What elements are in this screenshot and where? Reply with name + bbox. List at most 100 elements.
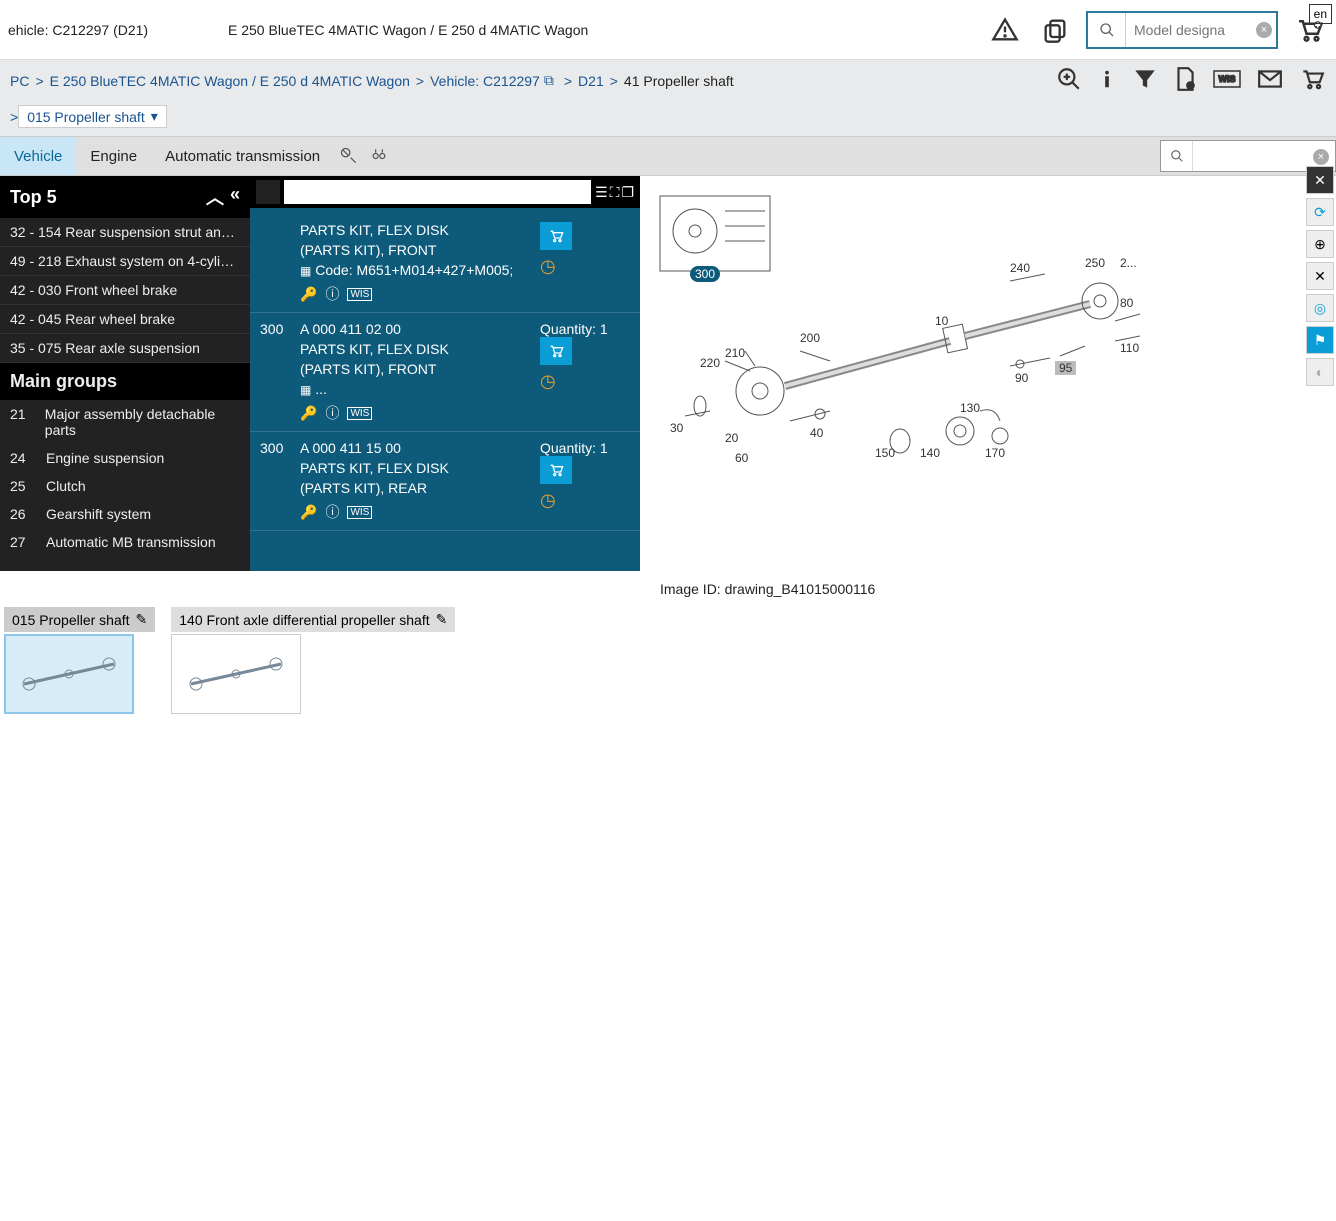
zoom-in-icon[interactable] xyxy=(1056,66,1082,95)
diagram-view[interactable]: 300 240 250 2... 80 110 10 200 210 220 95 90 130 30 20… xyxy=(640,176,1336,571)
diagram-callout[interactable]: 40 xyxy=(810,426,823,440)
top5-item[interactable]: 35 - 075 Rear axle suspension xyxy=(0,334,250,363)
bc-pc[interactable]: PC xyxy=(10,73,29,89)
x-icon[interactable]: ✕ xyxy=(1306,262,1334,290)
bc-group[interactable]: 41 Propeller shaft xyxy=(624,73,734,89)
refresh-icon[interactable]: ⟳ xyxy=(1306,198,1334,226)
target-icon[interactable]: ⊕ xyxy=(1306,230,1334,258)
diagram-callout[interactable]: 95 xyxy=(1055,361,1076,375)
part-row[interactable]: 300A 000 411 02 00PARTS KIT, FLEX DISK(P… xyxy=(250,313,640,432)
diagram-callout[interactable]: 130 xyxy=(960,401,980,415)
info-small-icon[interactable]: ⓘ xyxy=(325,403,339,423)
diagram-callout[interactable]: 2... xyxy=(1120,256,1137,270)
diagram-callout[interactable]: 170 xyxy=(985,446,1005,460)
cart-icon[interactable] xyxy=(1298,66,1326,95)
top5-item[interactable]: 42 - 030 Front wheel brake xyxy=(0,276,250,305)
list-view-icon[interactable]: ☰ xyxy=(595,184,608,201)
add-to-cart-button[interactable] xyxy=(540,222,572,250)
diagram-callout[interactable]: 90 xyxy=(1015,371,1028,385)
info-small-icon[interactable]: ⓘ xyxy=(325,502,339,522)
search-icon[interactable] xyxy=(1088,13,1126,47)
part-row[interactable]: 300A 000 411 15 00PARTS KIT, FLEX DISK(P… xyxy=(250,432,640,531)
main-group-item[interactable]: 27Automatic MB transmission xyxy=(0,528,250,556)
diagram-callout[interactable]: 110 xyxy=(1120,341,1139,355)
collapse-icon[interactable]: « xyxy=(230,184,240,210)
tab-automatic-transmission[interactable]: Automatic transmission xyxy=(151,137,334,175)
tool-icon-1[interactable] xyxy=(334,146,364,166)
chevron-up-icon[interactable]: ︿ xyxy=(206,184,224,210)
parts-panel: ☰ ⛶ ❐ PARTS KIT, FLEX DISK(PARTS KIT), F… xyxy=(250,176,640,571)
tool-icon-2[interactable] xyxy=(364,146,394,166)
info-small-icon[interactable]: ⓘ xyxy=(325,284,339,304)
top5-item[interactable]: 32 - 154 Rear suspension strut and su... xyxy=(0,218,250,247)
mail-icon[interactable] xyxy=(1256,66,1284,95)
grey-tool-icon[interactable]: ◐ xyxy=(1306,358,1334,386)
edit-icon[interactable]: ✎ xyxy=(136,611,148,628)
diagram-callout[interactable]: 140 xyxy=(920,446,940,460)
wis-icon[interactable]: WIS xyxy=(1212,66,1242,95)
diagram-callout[interactable]: 20 xyxy=(725,431,738,445)
tab-engine[interactable]: Engine xyxy=(76,137,151,175)
top5-item[interactable]: 49 - 218 Exhaust system on 4-cylinder ..… xyxy=(0,247,250,276)
thumbnail-group[interactable]: 015 Propeller shaft ✎ xyxy=(4,607,155,714)
diagram-callout[interactable]: 240 xyxy=(1010,261,1030,275)
diagram-callout[interactable]: 150 xyxy=(875,446,895,460)
copy-icon[interactable] xyxy=(1036,11,1074,49)
add-to-cart-button[interactable] xyxy=(540,456,572,484)
sidebar: Top 5 ︿« 32 - 154 Rear suspension strut … xyxy=(0,176,250,571)
diagram-callout[interactable]: 250 xyxy=(1085,256,1105,270)
main-group-item[interactable]: 25Clutch xyxy=(0,472,250,500)
document-alert-icon[interactable]: ! xyxy=(1172,66,1198,95)
diagram-callout[interactable]: 30 xyxy=(670,421,683,435)
bc-vehicle[interactable]: Vehicle: C212297 xyxy=(430,73,540,89)
main-group-item[interactable]: 21Major assembly detachable parts xyxy=(0,400,250,444)
clock-icon[interactable]: ◷ xyxy=(540,256,630,277)
add-to-cart-button[interactable] xyxy=(540,337,572,365)
clock-icon[interactable]: ◷ xyxy=(540,371,630,392)
clear-search-icon[interactable]: × xyxy=(1256,22,1272,38)
crosshair-icon[interactable]: ◎ xyxy=(1306,294,1334,322)
warning-icon[interactable] xyxy=(986,11,1024,49)
main-group-item[interactable]: 24Engine suspension xyxy=(0,444,250,472)
main-group-item[interactable]: 26Gearshift system xyxy=(0,500,250,528)
edit-icon[interactable]: ✎ xyxy=(436,611,448,628)
bc-model[interactable]: E 250 BlueTEC 4MATIC Wagon / E 250 d 4MA… xyxy=(50,73,410,89)
diagram-callout[interactable]: 10 xyxy=(935,314,948,328)
info-icon[interactable] xyxy=(1096,66,1118,95)
clock-icon[interactable]: ◷ xyxy=(540,490,630,511)
breadcrumb: PC> E 250 BlueTEC 4MATIC Wagon / E 250 d… xyxy=(0,60,1336,101)
svg-text:WIS: WIS xyxy=(1219,74,1236,84)
filter-icon[interactable] xyxy=(1132,66,1158,95)
model-search-input[interactable] xyxy=(1126,13,1256,47)
diagram-callout[interactable]: 60 xyxy=(735,451,748,465)
key-icon[interactable]: 🔑 xyxy=(300,504,317,521)
diagram-callout[interactable]: 80 xyxy=(1120,296,1133,310)
bc-d21[interactable]: D21 xyxy=(578,73,604,89)
model-search[interactable]: × xyxy=(1086,11,1278,49)
wis-small-icon[interactable]: WIS xyxy=(347,288,372,301)
clear-icon[interactable]: × xyxy=(1313,149,1329,165)
close-panel-icon[interactable]: ✕ xyxy=(1306,166,1334,194)
top5-item[interactable]: 42 - 045 Rear wheel brake xyxy=(0,305,250,334)
parts-filter-input[interactable] xyxy=(284,180,591,204)
key-icon[interactable]: 🔑 xyxy=(300,405,317,422)
wis-small-icon[interactable]: WIS xyxy=(347,407,372,420)
language-selector[interactable]: en xyxy=(1309,4,1332,24)
parts-filter-btn[interactable] xyxy=(256,180,280,204)
popout-icon[interactable]: ❐ xyxy=(621,184,634,201)
expand-icon[interactable]: ⛶ xyxy=(610,184,620,201)
bc-external-icon[interactable]: ⧉ xyxy=(544,72,554,89)
bc-subgroup-dropdown[interactable]: 015 Propeller shaft ▾ xyxy=(18,105,167,128)
diagram-callout[interactable]: 300 xyxy=(690,266,720,282)
diagram-tools: ✕ ⟳ ⊕ ✕ ◎ ⚑ ◐ xyxy=(1306,166,1336,386)
key-icon[interactable]: 🔑 xyxy=(300,286,317,303)
tab-vehicle[interactable]: Vehicle xyxy=(0,137,76,175)
thumbnail-group[interactable]: 140 Front axle differential propeller sh… xyxy=(171,607,455,714)
flag-icon[interactable]: ⚑ xyxy=(1306,326,1334,354)
diagram-callout[interactable]: 210 xyxy=(725,346,745,360)
diagram-callout[interactable]: 220 xyxy=(700,356,720,370)
wis-small-icon[interactable]: WIS xyxy=(347,506,372,519)
part-row[interactable]: PARTS KIT, FLEX DISK(PARTS KIT), FRONT▦ … xyxy=(250,214,640,313)
diagram-callout[interactable]: 200 xyxy=(800,331,820,345)
search-icon[interactable] xyxy=(1161,141,1193,171)
